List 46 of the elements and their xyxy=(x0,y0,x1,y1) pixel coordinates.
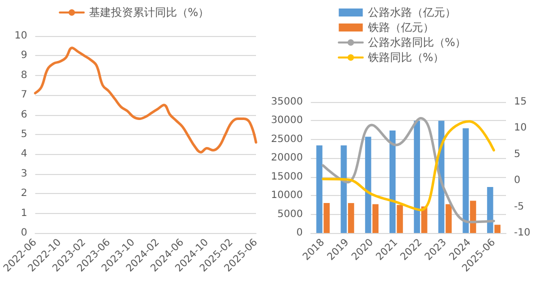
bar xyxy=(494,224,501,233)
y-tick-label: 20000 xyxy=(271,152,303,164)
y-tick-label: 5 xyxy=(20,129,28,140)
y-tick-label: 10000 xyxy=(271,190,303,202)
y-tick-label: 9 xyxy=(20,50,28,62)
y-tick-label: 15000 xyxy=(271,171,303,182)
bar xyxy=(340,145,347,233)
y-tick-label: 4 xyxy=(20,148,28,160)
bar xyxy=(316,145,322,233)
bar xyxy=(487,186,494,233)
bar xyxy=(470,200,476,233)
legend-label: 基建投资累计同比（%） xyxy=(88,6,210,19)
y2-tick-label: 10 xyxy=(514,122,527,134)
y-tick-label: 25000 xyxy=(271,134,303,145)
y-tick-label: 5000 xyxy=(277,208,303,220)
y-tick-label: 10 xyxy=(14,30,28,42)
bar xyxy=(348,203,354,233)
bar xyxy=(414,120,420,233)
line-series xyxy=(34,46,258,154)
y-tick-label: 2 xyxy=(20,188,28,200)
bar xyxy=(324,203,330,233)
bar xyxy=(396,204,403,233)
y2-tick-label: 15 xyxy=(514,96,527,108)
y-tick-label: 30000 xyxy=(271,115,303,126)
legend-label: 铁路（亿元） xyxy=(366,21,434,34)
bar xyxy=(462,128,469,233)
y-tick-label: 8 xyxy=(20,70,28,81)
bar xyxy=(372,204,379,233)
y-tick-label: 0 xyxy=(296,228,303,238)
y2-tick-label: 0 xyxy=(514,175,520,186)
y-tick-label: 3 xyxy=(20,168,28,180)
y2-tick-label: 5 xyxy=(514,148,520,160)
bar xyxy=(389,130,396,233)
bar xyxy=(421,206,428,233)
bar xyxy=(446,204,452,233)
y-tick-label: 0 xyxy=(20,228,28,238)
y2-tick-label: -5 xyxy=(514,201,524,212)
legend-label: 铁路同比（%） xyxy=(366,51,444,64)
y-tick-label: 7 xyxy=(20,90,28,101)
bar xyxy=(365,136,372,233)
y2-tick-label: -10 xyxy=(514,228,530,238)
y-tick-label: 6 xyxy=(20,109,28,120)
legend-label: 公路水路同比（%） xyxy=(368,36,466,49)
y-tick-label: 35000 xyxy=(271,96,303,108)
y-tick-label: 1 xyxy=(20,208,28,219)
legend-label: 公路水路（亿元） xyxy=(368,6,456,19)
